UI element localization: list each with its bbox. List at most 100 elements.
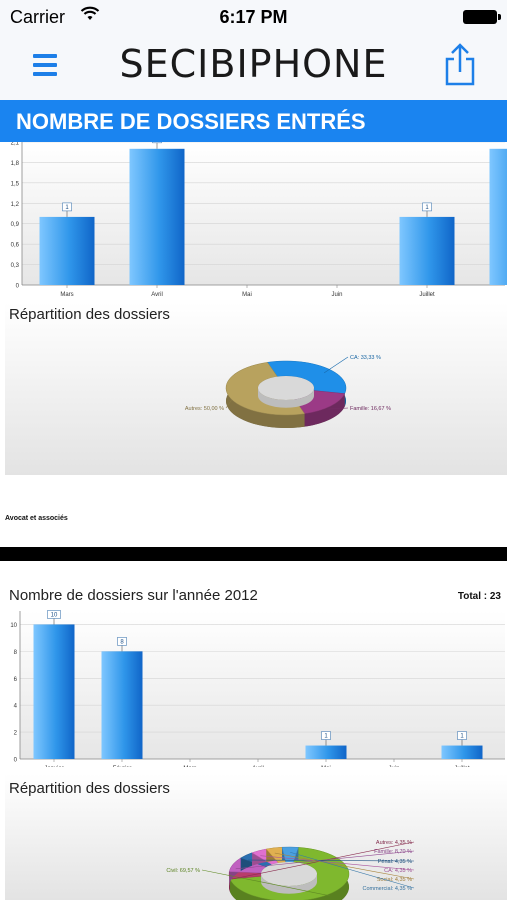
slice-leader (235, 850, 415, 870)
app-title: SECIBIPHONE (0, 42, 507, 86)
bar (399, 216, 455, 285)
x-tick-label: Février (113, 766, 132, 767)
y-tick-label: 10 (10, 623, 17, 629)
x-tick-label: Juin (331, 292, 342, 298)
slice-leader (290, 851, 415, 889)
y-tick-label: 0 (14, 758, 18, 764)
bar-chart-2: 0 2 4 6 8 10 10 Janvier 8 Février Mars Avril 1 Mai Jui… (10, 610, 505, 767)
x-tick-label: Mai (242, 292, 252, 298)
slice-leader (260, 855, 415, 871)
data-label: 1 (65, 205, 69, 211)
data-label: 1 (324, 734, 328, 740)
report-page-1: 0 0,3 0,6 0,9 1,2 1,5 1,8 2,1 1 Mars 2 Avril Mai Juin… (0, 142, 507, 547)
data-label: 8 (120, 639, 124, 645)
donut-hole (258, 376, 314, 400)
slice-label: Commercial: 4,35 % (362, 886, 412, 892)
bar (101, 651, 143, 759)
wifi-icon (80, 6, 100, 27)
section-header: NOMBRE DE DOSSIERS ENTRÉS (0, 100, 507, 142)
share-icon (445, 43, 475, 86)
pie-chart-2: Civil: 69,57 % Autres: 4,35 % Famille: 8,7… (166, 840, 415, 900)
y-tick-label: 0,9 (11, 222, 20, 228)
report-page-2: Nombre de dossiers sur l'année 2012 Tota… (0, 561, 507, 900)
bar-chart-1: 0 0,3 0,6 0,9 1,2 1,5 1,8 2,1 1 Mars 2 Avril Mai Juin… (11, 142, 507, 298)
slice-label: Famille: 16,67 % (350, 406, 391, 412)
y-tick-label: 0,3 (11, 263, 20, 269)
bar (33, 624, 75, 759)
slice-label: Social: 4,35 % (377, 877, 412, 883)
data-label-box (457, 731, 467, 740)
x-tick-label: Avril (151, 292, 163, 298)
slice-label: Pénal: 4,35 % (378, 859, 412, 865)
slice-label: Civil: 69,57 % (166, 868, 200, 874)
donut-hole (261, 862, 317, 886)
bar (305, 745, 347, 759)
slice-label: CA: 33,33 % (350, 355, 381, 361)
y-tick-label: 4 (14, 704, 18, 710)
battery-icon (463, 10, 501, 24)
y-tick-label: 2,1 (11, 142, 20, 147)
x-tick-label: Janvier (44, 766, 63, 767)
slice-label: CA: 4,35 % (384, 868, 412, 874)
slice-label: Autres: 4,35 % (376, 840, 412, 846)
pie-panel-2: Répartition des dossiers Civil: 69,57 % A… (5, 774, 507, 900)
data-label-box (62, 202, 72, 212)
x-tick-label: Juillet (419, 292, 435, 298)
y-tick-label: 1,8 (11, 161, 20, 167)
slice-leader (274, 852, 415, 880)
carrier-label: Carrier (10, 7, 66, 27)
navigation-bar: SECIBIPHONE (0, 34, 507, 100)
section-title: NOMBRE DE DOSSIERS ENTRÉS (16, 109, 366, 134)
slice-label: Autres: 50,00 % (185, 406, 224, 412)
data-label-box (152, 142, 162, 144)
status-bar: Carrier 6:17 PM (0, 0, 507, 34)
y-tick-label: 0,6 (11, 243, 20, 249)
pie-title-1: Répartition des dossiers (9, 306, 170, 323)
pie-panel-1: Répartition des dossiers CA: 33,33 % Fami… (5, 302, 507, 475)
slice-leader (323, 356, 349, 374)
y-tick-label: 1,2 (11, 202, 20, 208)
app-title-bold: SECIB (119, 42, 237, 86)
y-tick-label: 0 (16, 284, 20, 290)
donut-hole-inner (261, 874, 317, 894)
bar (441, 745, 483, 759)
slice-leader (328, 407, 349, 410)
share-button[interactable] (443, 42, 477, 86)
slice-leader (225, 399, 233, 409)
data-label-box (422, 202, 432, 212)
x-tick-label: Mai (321, 766, 331, 767)
x-tick-label: Mars (183, 766, 196, 767)
slice-leader (201, 869, 330, 897)
data-label-box (47, 610, 61, 619)
pie-chart-1: CA: 33,33 % Famille: 16,67 % Autres: 50,00… (185, 355, 391, 428)
menu-button[interactable] (33, 54, 57, 76)
total-label: Total : 23 (457, 591, 501, 602)
slice-leader (248, 859, 415, 862)
data-label: 1 (460, 734, 464, 740)
y-tick-label: 1,5 (11, 181, 20, 187)
x-tick-label: Mars (60, 292, 73, 298)
bar (39, 216, 95, 285)
firm-name: Avocat et associés (5, 515, 68, 522)
x-tick-label: Avril (252, 766, 264, 767)
data-label-box (321, 731, 331, 740)
bar (489, 148, 507, 285)
hamburger-icon (33, 54, 57, 58)
x-tick-label: Juin (388, 766, 399, 767)
data-label: 10 (51, 612, 58, 618)
bar-title-2: Nombre de dossiers sur l'année 2012 (9, 587, 258, 604)
data-label: 1 (425, 205, 429, 211)
page-divider (0, 547, 507, 561)
slice-side (304, 393, 345, 427)
slice-label: Famille: 8,70 % (374, 849, 412, 855)
data-label: 2 (155, 142, 159, 143)
app-title-light: IPHONE (236, 42, 388, 86)
plot-area (20, 611, 505, 759)
pie-title-2: Répartition des dossiers (9, 780, 170, 797)
y-tick-label: 2 (14, 731, 18, 737)
y-tick-label: 6 (14, 677, 18, 683)
clock-time: 6:17 PM (219, 7, 288, 27)
data-label-box (117, 637, 127, 646)
x-tick-label: Juillet (454, 766, 470, 767)
y-tick-label: 8 (14, 650, 18, 656)
